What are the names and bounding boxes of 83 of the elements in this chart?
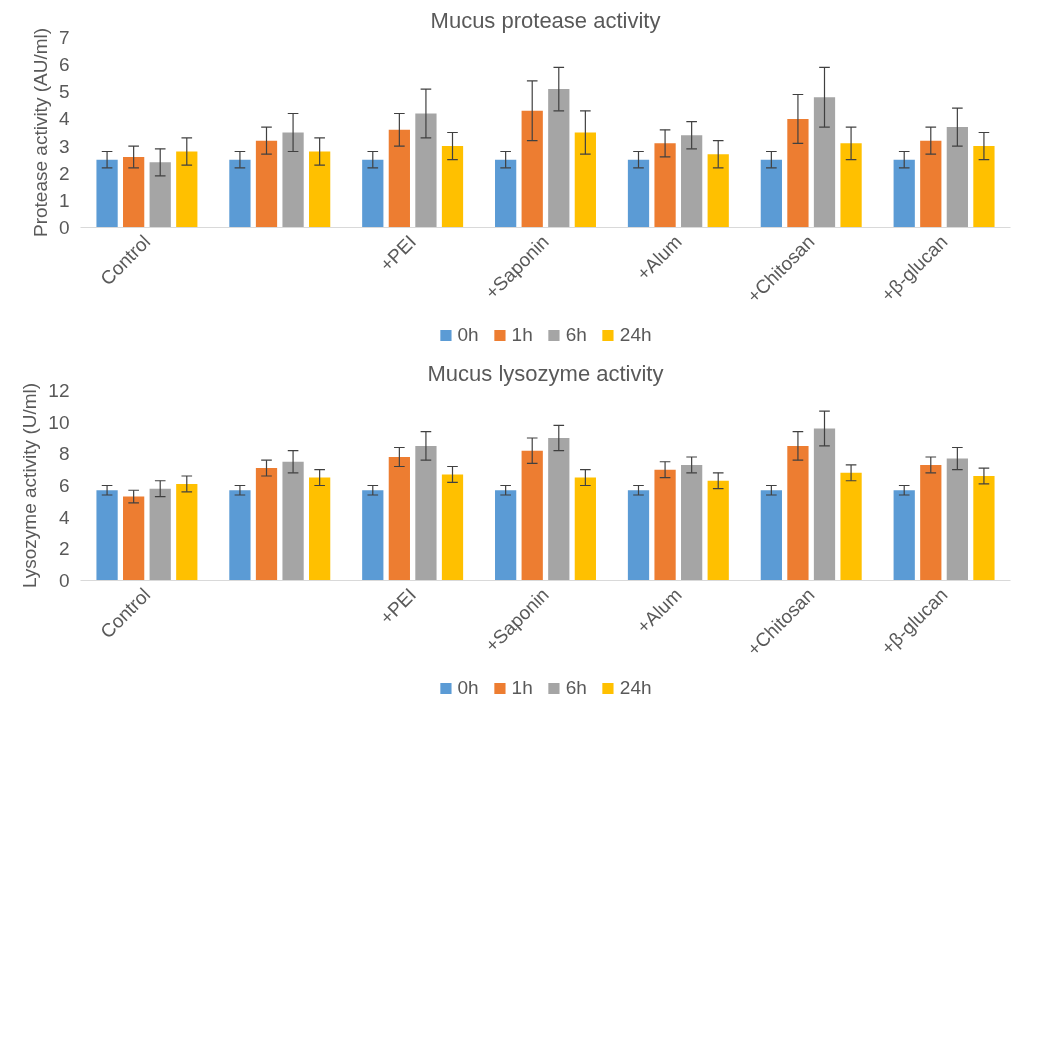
bar — [415, 113, 437, 228]
bar — [760, 490, 782, 581]
bar — [627, 490, 650, 581]
bar — [707, 154, 729, 228]
bar — [973, 146, 995, 228]
bar — [495, 490, 517, 581]
y-tick-label: 4 — [58, 506, 70, 528]
legend-label: 0h — [457, 677, 479, 699]
chart-title: Mucus lysozyme activity — [427, 360, 664, 386]
bar — [654, 143, 676, 228]
bar — [309, 477, 331, 581]
bar — [813, 428, 836, 581]
bar — [840, 472, 862, 581]
y-tick-label: 6 — [58, 54, 70, 76]
y-tick-label: 7 — [58, 27, 70, 48]
bar — [681, 135, 703, 228]
bar — [946, 458, 968, 581]
legend-label: 1h — [511, 324, 533, 346]
bar — [441, 474, 464, 581]
bar — [548, 438, 570, 581]
y-tick-label: 1 — [58, 189, 70, 211]
bar — [96, 490, 118, 581]
bar — [574, 132, 596, 228]
bar — [362, 159, 384, 228]
bar — [123, 156, 145, 228]
bar — [495, 159, 517, 228]
legend-label: 6h — [565, 677, 587, 699]
bar — [654, 469, 676, 581]
y-tick-label: 2 — [58, 538, 70, 560]
bar — [574, 477, 596, 581]
bar — [415, 445, 437, 581]
bar — [123, 496, 145, 581]
bar — [255, 468, 278, 581]
bar — [282, 461, 304, 581]
legend-label: 6h — [565, 324, 587, 346]
bar — [548, 89, 570, 228]
bar — [388, 457, 410, 581]
bar — [707, 480, 729, 581]
bar — [229, 159, 251, 228]
legend-label: 24h — [619, 324, 652, 346]
bar — [149, 488, 171, 581]
bar — [176, 151, 198, 228]
y-axis-title: Lysozyme activity (U/ml) — [19, 382, 41, 589]
y-tick-label: 8 — [58, 443, 70, 465]
y-tick-label: 10 — [48, 411, 70, 433]
bar — [813, 97, 836, 228]
legend-label: 0h — [457, 324, 479, 346]
bar — [282, 132, 304, 228]
chart-title: Mucus protease activity — [430, 7, 661, 33]
bar — [920, 140, 942, 228]
bar — [946, 127, 968, 228]
bar — [96, 159, 118, 228]
bar — [441, 146, 464, 228]
bar — [893, 159, 915, 228]
y-axis-title: Protease activity (AU/ml) — [29, 27, 51, 238]
y-tick-label: 0 — [58, 217, 70, 238]
bar — [973, 476, 995, 581]
bar — [760, 159, 782, 228]
bar — [681, 464, 703, 581]
bar — [255, 140, 278, 228]
bar — [920, 464, 942, 581]
y-tick-label: 6 — [58, 475, 70, 496]
bar — [149, 162, 171, 228]
bar — [787, 445, 809, 581]
bar — [893, 490, 915, 581]
y-tick-label: 2 — [58, 162, 70, 184]
legend-label: 24h — [619, 677, 652, 699]
bar — [229, 490, 251, 581]
legend-label: 1h — [511, 677, 533, 699]
y-tick-label: 3 — [58, 135, 70, 157]
bar — [521, 110, 543, 228]
bar — [840, 143, 862, 228]
bar — [521, 450, 543, 581]
y-tick-label: 12 — [48, 380, 70, 401]
bar — [627, 159, 650, 228]
bar — [787, 118, 809, 228]
bar — [362, 490, 384, 581]
bar — [309, 151, 331, 228]
bar — [176, 483, 198, 581]
bar — [388, 129, 410, 228]
y-tick-label: 4 — [58, 108, 70, 130]
y-tick-label: 0 — [58, 570, 70, 591]
y-tick-label: 5 — [58, 81, 70, 103]
